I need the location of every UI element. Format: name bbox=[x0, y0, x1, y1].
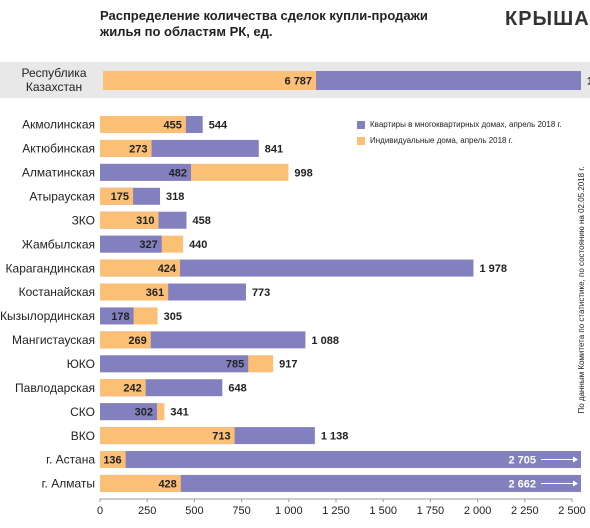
bar bbox=[100, 331, 151, 349]
bar bbox=[100, 211, 159, 229]
bar bbox=[100, 403, 158, 421]
data-label: 269 bbox=[128, 335, 146, 347]
bar bbox=[100, 163, 192, 181]
x-tick-label: 2 250 bbox=[511, 505, 539, 517]
x-tick-label: 1 000 bbox=[275, 505, 303, 517]
x-tick-label: 250 bbox=[138, 505, 156, 517]
x-tick-label: 1 750 bbox=[417, 505, 445, 517]
data-label: 242 bbox=[123, 383, 141, 395]
data-label: 917 bbox=[279, 359, 297, 371]
bar bbox=[100, 451, 581, 469]
category-label: ЮКО bbox=[67, 357, 95, 371]
bar bbox=[100, 474, 581, 492]
category-label: Атырауская bbox=[29, 189, 95, 203]
data-label: 341 bbox=[170, 407, 188, 419]
bar bbox=[100, 139, 152, 157]
brand-logo: КРЫША bbox=[505, 8, 590, 30]
category-label: СКО bbox=[70, 405, 95, 419]
data-label: 998 bbox=[294, 167, 312, 179]
legend-swatch bbox=[357, 137, 365, 145]
data-label: 773 bbox=[252, 287, 270, 299]
bar bbox=[100, 307, 134, 325]
category-label: г. Астана bbox=[46, 453, 95, 467]
legend-label: Квартиры в многоквартирных домах, апрель… bbox=[370, 120, 562, 129]
x-tick-label: 2 000 bbox=[464, 505, 492, 517]
category-label: Мангистауская bbox=[12, 333, 95, 347]
bar bbox=[100, 235, 162, 253]
category-label: г. Алматы bbox=[42, 477, 95, 491]
category-label: Республика Казахстан bbox=[21, 66, 87, 94]
bar bbox=[100, 355, 249, 373]
x-tick-label: 750 bbox=[232, 505, 250, 517]
bar bbox=[100, 116, 186, 133]
category-label: Павлодарская bbox=[15, 381, 95, 395]
data-label: 440 bbox=[189, 239, 207, 251]
category-label: Костанайская bbox=[19, 285, 95, 299]
legend-label: Индивидуальные дома, апрель 2018 г. bbox=[370, 136, 513, 145]
data-label: 424 bbox=[158, 263, 177, 275]
data-label: 305 bbox=[164, 311, 182, 323]
data-label: 175 bbox=[111, 191, 129, 203]
bar bbox=[100, 427, 235, 445]
bar bbox=[100, 187, 134, 205]
data-label: 178 bbox=[111, 311, 129, 323]
x-tick-label: 500 bbox=[185, 505, 203, 517]
bar bbox=[100, 331, 306, 349]
category-label: Жамбылская bbox=[22, 237, 95, 251]
x-tick-label: 0 bbox=[97, 505, 103, 517]
bar bbox=[100, 474, 181, 492]
overflow-arrow-head bbox=[573, 456, 578, 463]
category-label: Кызылординская bbox=[0, 309, 95, 323]
data-label: 455 bbox=[164, 119, 182, 131]
data-label: 327 bbox=[139, 239, 157, 251]
overflow-arrow-head bbox=[573, 480, 578, 487]
data-label: 310 bbox=[136, 215, 154, 227]
chart-title: Распределение количества сделок купли-пр… bbox=[100, 8, 428, 39]
data-label: 841 bbox=[265, 143, 283, 155]
bar bbox=[100, 259, 474, 277]
bar bbox=[100, 283, 169, 301]
category-label: Акмолинская bbox=[22, 118, 95, 132]
data-label: 2 662 bbox=[508, 478, 536, 490]
category-label: Актюбинская bbox=[22, 142, 95, 156]
data-label: 273 bbox=[129, 143, 147, 155]
bar bbox=[100, 379, 146, 397]
data-label: 302 bbox=[135, 407, 153, 419]
data-label: 2 705 bbox=[508, 454, 536, 466]
source-note: По данным Комитета по статистике, по сос… bbox=[577, 166, 586, 413]
data-label: 785 bbox=[226, 359, 244, 371]
category-label: ВКО bbox=[71, 429, 95, 443]
data-label: 544 bbox=[209, 119, 228, 131]
legend-swatch bbox=[357, 121, 365, 129]
category-label: Карагандинская bbox=[6, 261, 95, 275]
data-label: 428 bbox=[158, 478, 176, 490]
data-label: 1 138 bbox=[321, 430, 349, 442]
data-label: 713 bbox=[212, 430, 230, 442]
x-tick-label: 1 250 bbox=[322, 505, 350, 517]
data-label: 15 227 bbox=[587, 75, 590, 87]
data-label: 482 bbox=[169, 167, 187, 179]
x-tick-label: 2 500 bbox=[558, 505, 586, 517]
data-label: 458 bbox=[192, 215, 210, 227]
bar bbox=[100, 259, 181, 277]
data-label: 648 bbox=[228, 383, 246, 395]
x-tick-label: 1 500 bbox=[369, 505, 397, 517]
data-label: 1 978 bbox=[479, 263, 507, 275]
data-label: 136 bbox=[103, 454, 121, 466]
data-label: 318 bbox=[166, 191, 184, 203]
data-label: 1 088 bbox=[311, 335, 339, 347]
bar bbox=[103, 71, 317, 90]
bar bbox=[100, 451, 126, 469]
category-label: ЗКО bbox=[72, 213, 95, 227]
data-label: 361 bbox=[146, 287, 164, 299]
category-label: Алматинская bbox=[22, 166, 95, 180]
data-label: 6 787 bbox=[285, 75, 313, 87]
